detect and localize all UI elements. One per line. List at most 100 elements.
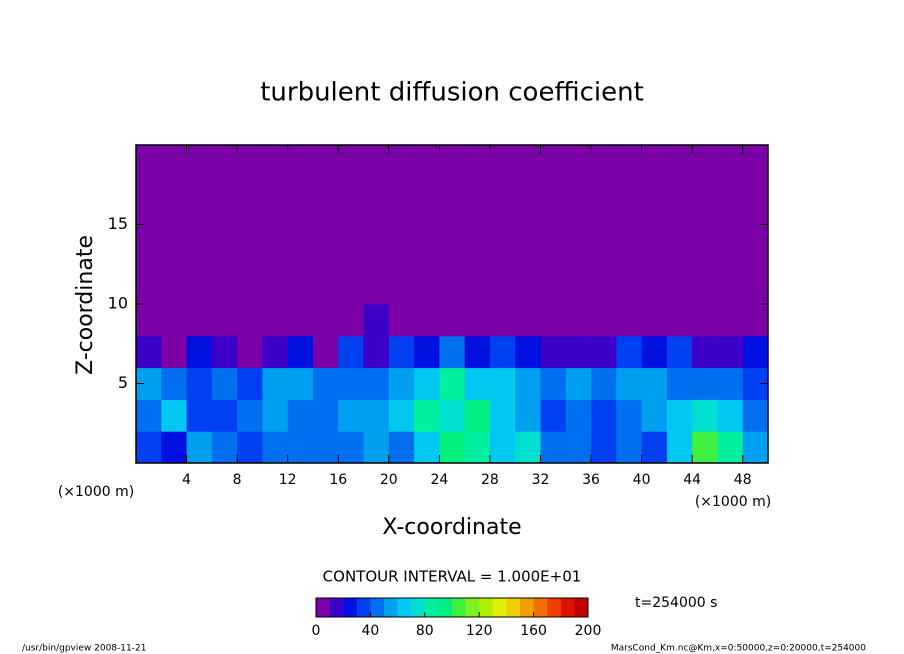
contour-cell: [237, 367, 263, 400]
contour-cell: [211, 399, 238, 432]
contour-cell: [237, 335, 263, 369]
contour-cell: [237, 399, 263, 432]
contour-cell: [186, 272, 213, 305]
contour-cell: [338, 431, 365, 464]
contour-cell: [641, 367, 668, 400]
contour-cell: [388, 335, 415, 369]
contour-cell: [666, 272, 693, 305]
contour-cell: [439, 145, 466, 178]
contour-cell: [565, 431, 592, 464]
contour-cell: [414, 431, 440, 464]
contour-cell: [464, 335, 491, 369]
contour-cell: [161, 145, 188, 178]
time-label: t=254000 s: [635, 595, 717, 611]
contour-cell: [565, 335, 592, 369]
contour-cell: [338, 208, 365, 241]
contour-cell: [439, 176, 466, 210]
contour-cell: [692, 208, 718, 241]
contour-cell: [414, 335, 440, 369]
contour-cell: [363, 145, 390, 178]
contour-cell: [363, 176, 390, 210]
contour-cell: [717, 399, 744, 432]
contour-cell: [338, 399, 365, 432]
contour-cell: [464, 431, 491, 464]
contour-cell: [565, 304, 592, 337]
colorbar-swatch: [452, 598, 466, 617]
footer-right: MarsCond_Km.nc@Km,x=0:50000,z=0:20000,t=…: [611, 644, 866, 654]
x-unit: (×1000 m): [695, 494, 771, 510]
contour-cell: [237, 431, 263, 464]
contour-cell: [287, 208, 314, 241]
contour-cell: [363, 240, 390, 273]
y-axis-label: Z-coordinate: [73, 235, 98, 375]
contour-cell: [439, 335, 466, 369]
contour-cell: [616, 431, 643, 464]
chart-title: turbulent diffusion coefficient: [260, 78, 644, 108]
contour-cell: [489, 145, 516, 178]
contour-cell: [489, 367, 516, 400]
contour-cell: [692, 240, 718, 273]
contour-cell: [439, 367, 466, 400]
colorbar-swatch: [533, 598, 548, 617]
contour-cell: [287, 367, 314, 400]
contour-cell: [338, 240, 365, 273]
contour-cell: [414, 240, 440, 273]
contour-cell: [211, 145, 238, 178]
colorbar-swatch: [424, 598, 439, 617]
contour-cell: [186, 208, 213, 241]
contour-cell: [388, 431, 415, 464]
contour-cell: [136, 431, 162, 464]
contour-cell: [439, 399, 466, 432]
x-tick-label: 44: [683, 472, 701, 488]
contour-cell: [211, 367, 238, 400]
contour-cell: [287, 240, 314, 273]
contour-cell: [237, 176, 263, 210]
contour-cell: [641, 176, 668, 210]
contour-cell: [515, 431, 541, 464]
contour-cell: [237, 304, 263, 337]
x-tick-label: 48: [734, 472, 752, 488]
contour-cell: [464, 304, 491, 337]
contour-cell: [540, 272, 567, 305]
contour-cell: [641, 272, 668, 305]
colorbar-swatch: [343, 598, 358, 617]
footer-left: /usr/bin/gpview 2008-11-21: [22, 644, 146, 654]
contour-cell: [338, 176, 365, 210]
contour-cell: [515, 335, 541, 369]
contour-cell: [742, 145, 769, 178]
contour-cell: [363, 208, 390, 241]
contour-cell: [464, 367, 491, 400]
contour-cell: [641, 399, 668, 432]
contour-cell: [717, 208, 744, 241]
contour-cell: [312, 240, 339, 273]
contour-cell: [211, 272, 238, 305]
contour-cell: [666, 335, 693, 369]
contour-cell: [591, 272, 617, 305]
contour-cell: [591, 304, 617, 337]
contour-cell: [489, 272, 516, 305]
contour-cell: [388, 240, 415, 273]
y-tick-label: 10: [108, 294, 128, 313]
contour-cell: [692, 145, 718, 178]
contour-cell: [287, 272, 314, 305]
contour-cell: [489, 399, 516, 432]
contour-cell: [717, 272, 744, 305]
contour-cell: [262, 367, 289, 400]
contour-cell: [312, 304, 339, 337]
contour-cell: [692, 431, 718, 464]
contour-cell: [186, 176, 213, 210]
contour-cell: [414, 208, 440, 241]
contour-cell: [312, 176, 339, 210]
contour-cell: [161, 335, 188, 369]
contour-cell: [388, 399, 415, 432]
contour-cell: [591, 240, 617, 273]
contour-cell: [666, 367, 693, 400]
contour-cell: [616, 367, 643, 400]
contour-cell: [591, 399, 617, 432]
contour-cell: [616, 272, 643, 305]
x-tick-label: 36: [582, 472, 600, 488]
contour-cell: [565, 272, 592, 305]
contour-cell: [186, 304, 213, 337]
contour-cell: [515, 208, 541, 241]
